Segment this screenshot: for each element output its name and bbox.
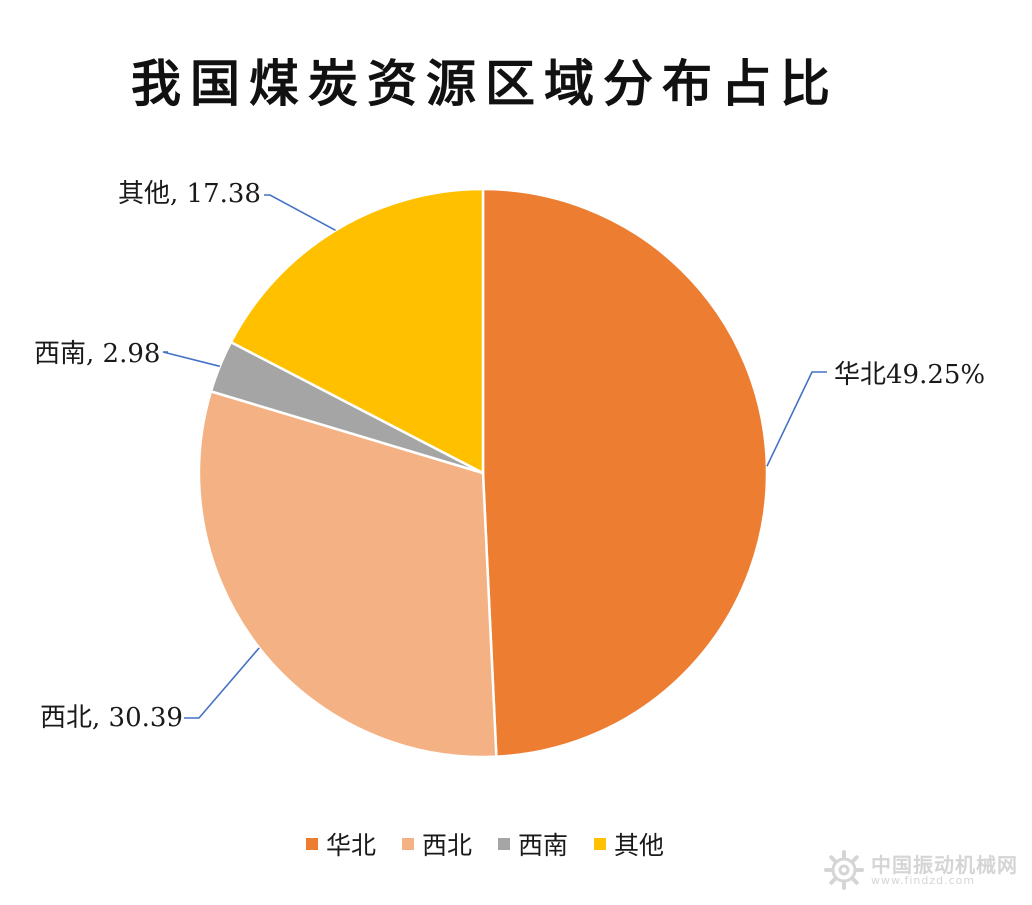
legend-label: 西南: [518, 831, 569, 860]
legend-item-xibei: 西北: [401, 826, 472, 862]
watermark-url: www.findzd.com: [871, 873, 976, 887]
watermark: 中国振动机械网 www.findzd.com: [823, 849, 1018, 891]
pie-slice-huabei: [481, 187, 769, 758]
data-label-xibei: 西北, 30.39: [40, 703, 183, 733]
pie-slices: [197, 187, 769, 759]
legend: 华北 西北 西南 其他: [0, 826, 970, 862]
legend-label: 其他: [614, 831, 665, 860]
data-label-xinan: 西南, 2.98: [34, 339, 161, 369]
chart-title: 我国煤炭资源区域分布占比: [131, 54, 839, 113]
data-label-huabei: 华北49.25%: [834, 360, 986, 390]
legend-item-xinan: 西南: [498, 826, 568, 862]
pie-slice-xibei: [197, 390, 498, 759]
legend-swatch: [594, 838, 607, 850]
gear-logo-icon: [824, 850, 864, 890]
pie-slice-qita: [229, 187, 485, 475]
data-label-qita: 其他, 17.38: [118, 179, 261, 209]
leader-lines: [162, 194, 827, 719]
leader-line-huabei: [766, 371, 827, 467]
legend-swatch: [498, 838, 510, 850]
leader-line-qita: [264, 194, 336, 231]
legend-item-huabei: 华北: [305, 826, 376, 862]
watermark-name: 中国振动机械网: [871, 852, 1018, 877]
legend-label: 西北: [421, 831, 472, 860]
legend-label: 华北: [325, 831, 376, 860]
leader-line-xinan: [162, 351, 221, 368]
leader-line-xibei: [184, 647, 260, 719]
legend-swatch: [401, 838, 414, 850]
legend-item-qita: 其他: [594, 826, 664, 862]
legend-swatch: [305, 838, 318, 850]
